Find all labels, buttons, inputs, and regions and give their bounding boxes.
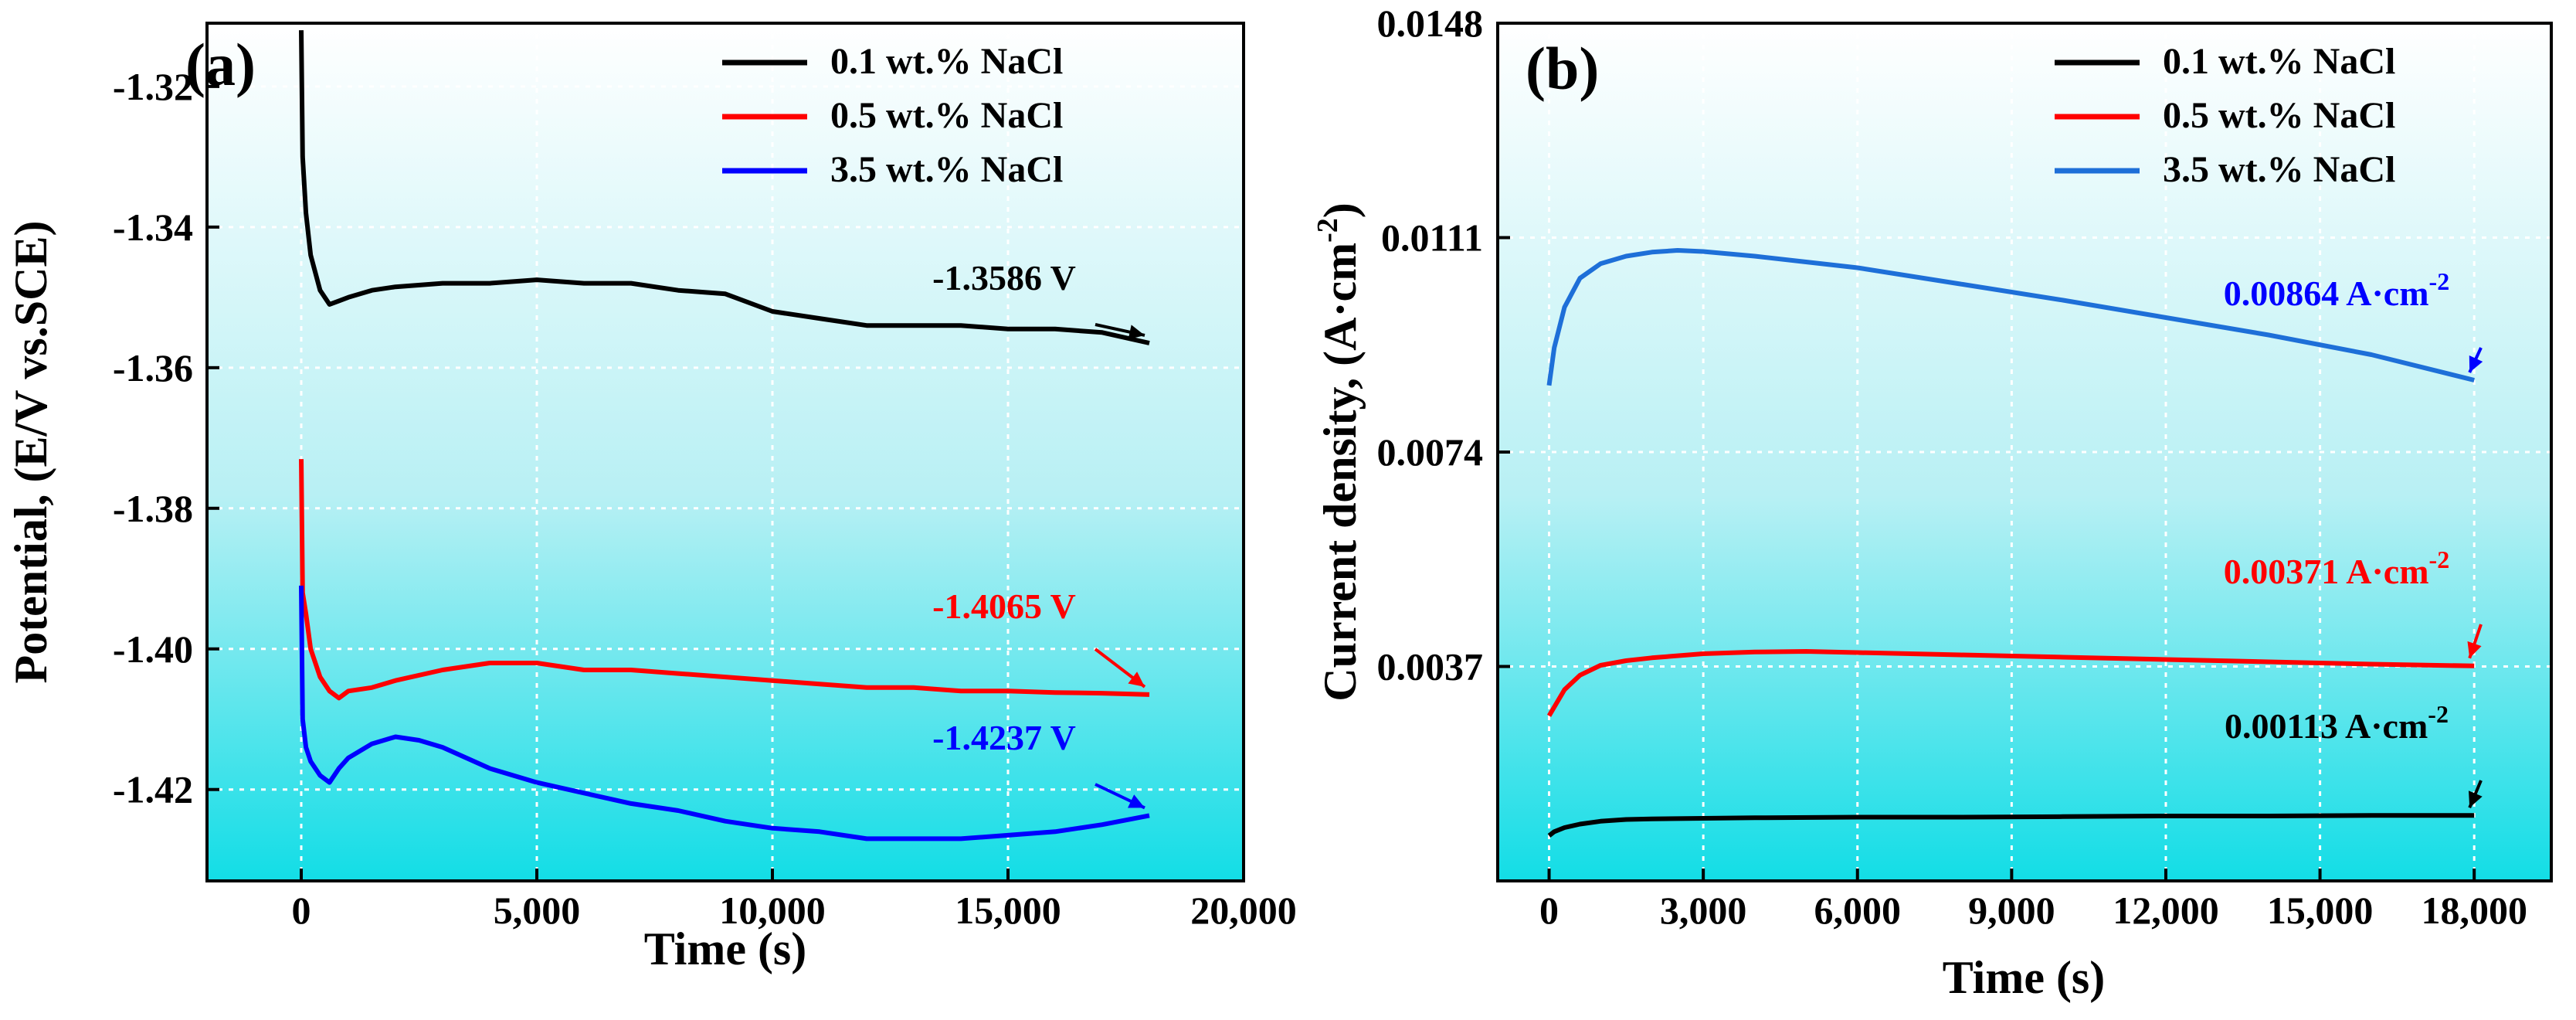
- panel-b-annotations: 0.00864 A·cm-20.00371 A·cm-20.00113 A·cm…: [2224, 267, 2483, 809]
- annotation-arrowhead: [2469, 355, 2483, 372]
- panel-a-x-axis-label: Time (s): [644, 923, 807, 974]
- y-tick-label: -1.38: [113, 487, 193, 530]
- panel-a-chart: 0 5,000 10,000 15,000 20,000 -1.42 -1.40 -1.38 -…: [5, 22, 1297, 974]
- y-tick-label: -1.32: [113, 65, 193, 108]
- annotation-label: -1.4065 V: [932, 586, 1076, 626]
- series-line-1: [299, 30, 1150, 345]
- x-tick-label: 0: [1539, 889, 1559, 932]
- annotation-label: 0.00113 A·cm-2: [2225, 700, 2449, 746]
- x-tick-label: 18,000: [2421, 889, 2527, 932]
- panel-a-series: [299, 30, 1150, 842]
- panel-a-label: (a): [185, 31, 256, 98]
- annotation-value: -1.4065 V: [932, 586, 1076, 626]
- y-tick-label: -1.42: [113, 768, 193, 811]
- x-tick-label: 15,000: [2267, 889, 2374, 932]
- annotation-arrowhead: [1128, 325, 1145, 340]
- y-tick-label: 0.0074: [1377, 430, 1484, 474]
- annotation-arrowhead: [1128, 672, 1145, 687]
- panel-b-y-axis-label-sup: -2: [1312, 218, 1344, 243]
- panel-b-y-axis-label-main: Current density, (A·cm: [1315, 243, 1366, 702]
- annotation-value: -1.3586 V: [932, 258, 1076, 298]
- annotation-sup: -2: [2429, 546, 2450, 573]
- panel-b-legend: 0.1 wt.% NaCl 0.5 wt.% NaCl 3.5 wt.% NaCl: [2055, 41, 2395, 190]
- y-tick-label: 0.0037: [1377, 645, 1484, 688]
- panel-b-series: [1546, 248, 2475, 838]
- panel-b-y-axis-label-end: ): [1315, 202, 1366, 218]
- panel-a-plot-area: [207, 23, 1244, 881]
- legend-entry: 0.5 wt.% NaCl: [830, 95, 1063, 136]
- legend-entry: 0.5 wt.% NaCl: [2163, 95, 2395, 136]
- annotation-value: 0.00864 A·cm: [2224, 274, 2429, 313]
- series-line-2: [1546, 649, 2475, 717]
- annotation-label: -1.4237 V: [932, 718, 1076, 757]
- x-tick-label: 0: [292, 889, 311, 932]
- x-tick-label: 6,000: [1814, 889, 1902, 932]
- annotation-sup: -2: [2429, 267, 2450, 295]
- series-line-3: [1546, 248, 2475, 386]
- annotation-label: 0.00864 A·cm-2: [2224, 267, 2449, 313]
- annotation-arrowhead: [2469, 790, 2483, 808]
- panel-a-frame: [205, 22, 1245, 882]
- annotation-label: 0.00371 A·cm-2: [2224, 546, 2449, 591]
- annotation-value: 0.00371 A·cm: [2224, 552, 2429, 591]
- panel-b-ticks: 0 3,000 6,000 9,000 12,000 15,000 18,000 0.0037…: [1377, 2, 2527, 932]
- panel-b-chart: 0 3,000 6,000 9,000 12,000 15,000 18,000 0.0037…: [1312, 2, 2553, 1003]
- legend-entry: 0.1 wt.% NaCl: [2163, 41, 2395, 82]
- y-tick-label: 0.0148: [1377, 2, 1484, 45]
- x-tick-label: 9,000: [1968, 889, 2055, 932]
- y-tick-label: -1.34: [113, 206, 193, 249]
- panel-a-legend: 0.1 wt.% NaCl 0.5 wt.% NaCl 3.5 wt.% NaCl: [722, 41, 1063, 190]
- panel-a-ticks: 0 5,000 10,000 15,000 20,000 -1.42 -1.40 -1.38 -…: [113, 65, 1297, 932]
- x-tick-label: 15,000: [955, 889, 1061, 932]
- legend-entry: 3.5 wt.% NaCl: [830, 149, 1063, 190]
- x-tick-label: 10,000: [719, 889, 826, 932]
- x-tick-label: 12,000: [2113, 889, 2219, 932]
- panel-b-label: (b): [1526, 35, 1599, 102]
- annotation-value: 0.00113 A·cm: [2225, 706, 2428, 746]
- annotation-label: -1.3586 V: [932, 258, 1076, 298]
- panel-a-y-axis-label: Potential, (E/V vs.SCE): [5, 221, 56, 684]
- y-tick-label: 0.0111: [1381, 216, 1483, 260]
- panel-b-y-axis-label: Current density, (A·cm-2): [1312, 202, 1366, 702]
- y-tick-label: -1.36: [113, 346, 193, 389]
- x-tick-label: 5,000: [494, 889, 581, 932]
- annotation-arrowhead: [2467, 641, 2482, 658]
- x-tick-label: 3,000: [1660, 889, 1747, 932]
- panel-b-x-axis-label: Time (s): [1943, 952, 2106, 1003]
- annotation-sup: -2: [2428, 700, 2449, 728]
- panel-a-annotations: -1.3586 V -1.4065 V -1.4237 V: [932, 258, 1146, 810]
- y-tick-label: -1.40: [113, 627, 193, 671]
- series-line-1: [1547, 813, 2475, 838]
- annotation-value: -1.4237 V: [932, 718, 1076, 757]
- x-tick-label: 20,000: [1190, 889, 1297, 932]
- legend-entry: 3.5 wt.% NaCl: [2163, 149, 2395, 190]
- series-line-2: [299, 459, 1150, 701]
- legend-entry: 0.1 wt.% NaCl: [830, 41, 1063, 82]
- annotation-arrowhead: [1128, 794, 1145, 808]
- series-line-3: [299, 585, 1150, 842]
